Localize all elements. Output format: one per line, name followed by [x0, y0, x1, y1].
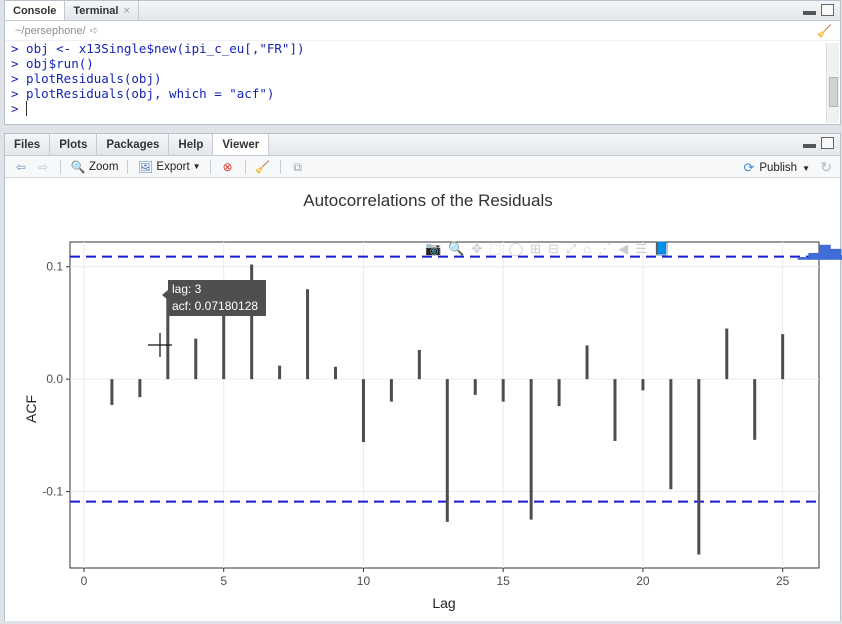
toolbar-divider [127, 159, 129, 174]
plot-area[interactable]: Autocorrelations of the Residuals 0 5 10 15… [5, 179, 842, 621]
book-icon[interactable]: 📘 [653, 241, 671, 256]
zoom-in-icon[interactable]: ⊞ [530, 241, 542, 256]
toolbar-divider [279, 159, 281, 174]
box-select-icon[interactable]: ⬚ [489, 241, 502, 256]
autoscale-icon[interactable]: ⤢ [565, 241, 577, 256]
viewer-tabbar: Files Plots Packages Help Viewer [5, 134, 840, 156]
tooltip-box [168, 280, 266, 316]
publish-button[interactable]: ⟳ Publish ▼ [743, 160, 810, 176]
zoom-button[interactable]: 🔍 Zoom [70, 159, 119, 174]
console-window-controls [803, 4, 834, 16]
y-tick-label: -0.1 [42, 485, 63, 499]
hover-compare-icon[interactable]: ☰ [635, 241, 647, 256]
x-axis-label: Lag [432, 595, 455, 611]
viewer-toolbar: ⇦ ⇨ 🔍 Zoom 🖼 Export ▼ ⊗ 🧹 ⧉ ⟳ Publish ▼ ↻ [5, 156, 840, 178]
y-axis-label: ACF [23, 395, 39, 423]
console-pane: Console Terminal × ~/persephone/ ➪ 🧹 > ob… [4, 0, 841, 125]
hover-tooltip: lag: 3 acf: 0.07180128 [162, 280, 266, 316]
minimize-icon[interactable] [803, 11, 816, 15]
console-prompt: > [11, 101, 27, 116]
x-tick-label: 5 [220, 574, 227, 588]
minimize-icon[interactable] [803, 144, 816, 148]
y-tick-label: 0.0 [46, 372, 63, 386]
console-line: > plotResiduals(obj, which = "acf") [11, 86, 275, 101]
tab-packages-label: Packages [106, 138, 160, 151]
publish-label: Publish [759, 162, 798, 174]
x-tick-label: 10 [357, 574, 371, 588]
clear-all-broom-icon[interactable]: 🧹 [255, 159, 271, 174]
chart-title: Autocorrelations of the Residuals [303, 191, 552, 210]
tab-viewer-label: Viewer [222, 138, 260, 151]
console-line: > obj$run() [11, 56, 94, 71]
plotly-logo-icon[interactable]: ▁▃▇▅▂ [798, 243, 842, 259]
tab-console-label: Console [13, 4, 57, 17]
x-tick-label: 15 [497, 574, 511, 588]
tab-plots-label: Plots [59, 138, 88, 151]
forward-arrow-icon[interactable]: ⇨ [37, 159, 49, 174]
working-directory-path[interactable]: ~/persephone/ [15, 24, 86, 37]
go-to-directory-icon[interactable]: ➪ [89, 25, 99, 37]
tab-files-label: Files [14, 138, 41, 151]
tab-files[interactable]: Files [5, 134, 51, 155]
chart-plot-region: 0 5 10 15 20 25 -0.1 0.0 0.1 [42, 241, 820, 588]
toolbar-divider [244, 159, 246, 174]
zoom-icon[interactable]: 🔍 [448, 241, 465, 256]
tab-plots[interactable]: Plots [50, 134, 98, 155]
show-in-new-window-icon[interactable]: ⧉ [293, 159, 302, 174]
console-scrollbar[interactable] [826, 43, 839, 123]
tooltip-acf-text: acf: 0.07180128 [172, 299, 258, 313]
publish-icon: ⟳ [743, 160, 755, 175]
tab-terminal[interactable]: Terminal × [65, 1, 139, 20]
scrollbar-thumb[interactable] [829, 77, 838, 107]
toolbar-divider [60, 159, 61, 174]
close-icon[interactable]: × [123, 4, 130, 17]
tab-viewer[interactable]: Viewer [213, 134, 270, 155]
zoom-label: Zoom [89, 160, 119, 173]
crosshair-cursor [148, 333, 172, 357]
viewer-pane: Files Plots Packages Help Viewer ⇦ ⇨ 🔍 Zo… [4, 133, 842, 621]
console-output[interactable]: > obj <- x13Single$new(ipi_c_eu[,"FR"]) … [5, 41, 840, 123]
tab-help[interactable]: Help [169, 134, 214, 155]
x-tick-label: 20 [636, 574, 650, 588]
export-label: Export [156, 160, 190, 173]
zoom-out-icon[interactable]: ⊟ [548, 241, 559, 256]
export-button[interactable]: 🖼 Export ▼ [137, 159, 201, 174]
camera-icon[interactable]: 📷 [425, 241, 442, 256]
lasso-icon[interactable]: ◯ [508, 241, 524, 256]
export-icon: 🖼 [137, 159, 154, 174]
maximize-icon[interactable] [821, 4, 834, 16]
tab-packages[interactable]: Packages [97, 134, 170, 155]
tab-console[interactable]: Console [5, 1, 66, 20]
chevron-down-icon: ▼ [802, 163, 810, 173]
tooltip-lag-text: lag: 3 [172, 282, 202, 296]
console-line: > obj <- x13Single$new(ipi_c_eu[,"FR"]) [11, 41, 305, 56]
plotly-modebar: 📷 🔍 ✥ ⬚ ◯ ⊞ ⊟ ⤢ ⌂ ⋰ ◀ ☰ 📘 [425, 241, 670, 257]
working-directory-bar: ~/persephone/ ➪ 🧹 [5, 21, 840, 41]
maximize-icon[interactable] [821, 137, 834, 149]
tab-terminal-label: Terminal [73, 4, 119, 17]
text-cursor [26, 101, 35, 116]
y-tick-label: 0.1 [46, 260, 63, 274]
console-line: > plotResiduals(obj) [11, 71, 162, 86]
magnifier-icon: 🔍 [70, 159, 86, 174]
pan-icon[interactable]: ✥ [471, 241, 483, 256]
x-tick-label: 25 [776, 574, 790, 588]
tooltip-pointer [162, 290, 168, 300]
home-icon[interactable]: ⌂ [583, 241, 592, 256]
chevron-down-icon: ▼ [192, 162, 201, 171]
console-tabbar: Console Terminal × [5, 1, 840, 21]
refresh-icon[interactable]: ↻ [820, 159, 832, 175]
x-tick-label: 0 [81, 574, 88, 588]
acf-chart[interactable]: Autocorrelations of the Residuals 0 5 10 15… [5, 179, 840, 621]
back-arrow-icon[interactable]: ⇦ [15, 159, 27, 174]
tab-help-label: Help [178, 138, 204, 151]
hover-closest-icon[interactable]: ◀ [618, 241, 629, 256]
remove-viewer-icon[interactable]: ⊗ [222, 159, 233, 174]
clear-console-icon[interactable]: 🧹 [817, 24, 832, 38]
console-input-line[interactable]: > [11, 101, 840, 116]
viewer-window-controls [803, 137, 834, 149]
toolbar-divider [209, 159, 211, 174]
spike-lines-icon[interactable]: ⋰ [598, 241, 612, 256]
